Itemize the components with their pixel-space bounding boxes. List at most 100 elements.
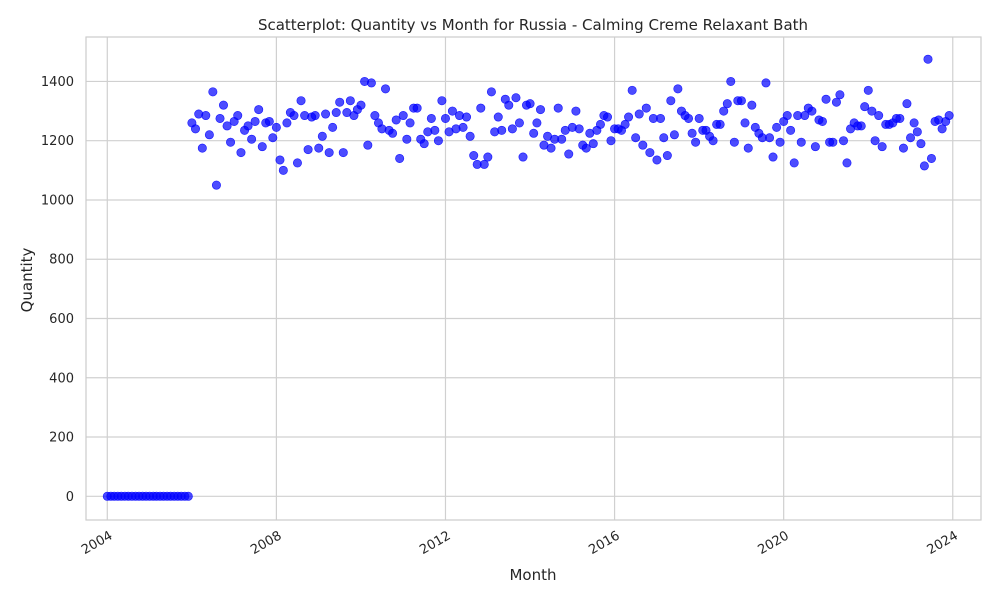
data-point (768, 152, 778, 162)
data-point (743, 143, 753, 153)
y-tick-label: 800 (49, 253, 74, 268)
data-point (236, 148, 246, 158)
data-point (627, 85, 637, 95)
data-point (529, 128, 539, 138)
data-point (821, 94, 831, 104)
data-point (740, 118, 750, 128)
data-point (722, 99, 732, 109)
x-tick-label: 2016 (586, 528, 622, 558)
data-points (102, 54, 954, 501)
data-point (264, 116, 274, 126)
data-point (631, 133, 641, 143)
data-point (916, 139, 926, 149)
data-point (902, 99, 912, 109)
data-point (275, 155, 285, 165)
data-point (595, 119, 605, 129)
data-point (335, 97, 345, 107)
data-point (356, 100, 366, 110)
y-tick-label: 400 (49, 371, 74, 386)
data-point (687, 128, 697, 138)
data-point (782, 111, 792, 121)
data-point (430, 125, 440, 135)
data-point (282, 118, 292, 128)
data-point (338, 148, 348, 158)
data-point (268, 133, 278, 143)
data-point (557, 134, 567, 144)
data-point (504, 100, 514, 110)
data-point (303, 145, 313, 155)
y-tick-label: 200 (49, 431, 74, 446)
data-point (525, 99, 535, 109)
data-point (652, 155, 662, 165)
data-point (877, 142, 887, 152)
data-point (553, 103, 563, 113)
data-point (483, 152, 493, 162)
data-point (226, 137, 236, 147)
chart-title: Scatterplot: Quantity vs Month for Russi… (258, 16, 808, 34)
data-point (462, 112, 472, 122)
data-point (789, 158, 799, 168)
data-point (895, 113, 905, 123)
data-point (775, 137, 785, 147)
data-point (656, 113, 666, 123)
data-point (860, 102, 870, 112)
data-point (719, 106, 729, 116)
data-point (208, 87, 218, 97)
data-point (863, 85, 873, 95)
data-point (370, 111, 380, 121)
data-point (314, 143, 324, 153)
data-point (796, 137, 806, 147)
data-point (532, 118, 542, 128)
data-point (437, 96, 447, 106)
y-tick-labels: 0 200 400 600 800 1000 1200 1400 (41, 75, 74, 505)
data-point (603, 112, 613, 122)
data-point (684, 113, 694, 123)
data-point (546, 143, 556, 153)
data-point (497, 125, 507, 135)
data-point (391, 115, 401, 125)
data-point (465, 131, 475, 141)
data-point (909, 118, 919, 128)
data-point (440, 113, 450, 123)
data-point (835, 90, 845, 100)
y-tick-label: 0 (66, 490, 74, 505)
x-tick-label: 2004 (79, 528, 115, 558)
data-point (666, 96, 676, 106)
data-point (458, 122, 468, 132)
data-point (201, 111, 211, 121)
data-point (659, 133, 669, 143)
data-point (786, 125, 796, 135)
data-point (807, 106, 817, 116)
data-point (669, 130, 679, 140)
data-point (765, 133, 775, 143)
data-point (250, 116, 260, 126)
data-point (856, 121, 866, 131)
data-point (926, 153, 936, 163)
data-point (571, 106, 581, 116)
data-point (215, 113, 225, 123)
data-point (708, 136, 718, 146)
data-point (906, 133, 916, 143)
data-point (842, 158, 852, 168)
data-point (243, 121, 253, 131)
data-point (247, 134, 257, 144)
data-point (493, 112, 503, 122)
data-point (363, 140, 373, 150)
data-point (923, 54, 933, 64)
data-point (218, 100, 228, 110)
data-point (486, 87, 496, 97)
data-point (514, 118, 524, 128)
data-point (405, 118, 415, 128)
data-point (839, 136, 849, 146)
data-point (447, 106, 457, 116)
data-point (507, 124, 517, 134)
data-point (638, 140, 648, 150)
data-point (412, 103, 422, 113)
data-point (278, 165, 288, 175)
data-point (870, 136, 880, 146)
data-point (479, 159, 489, 169)
data-point (937, 124, 947, 134)
x-axis-label: Month (509, 566, 556, 584)
